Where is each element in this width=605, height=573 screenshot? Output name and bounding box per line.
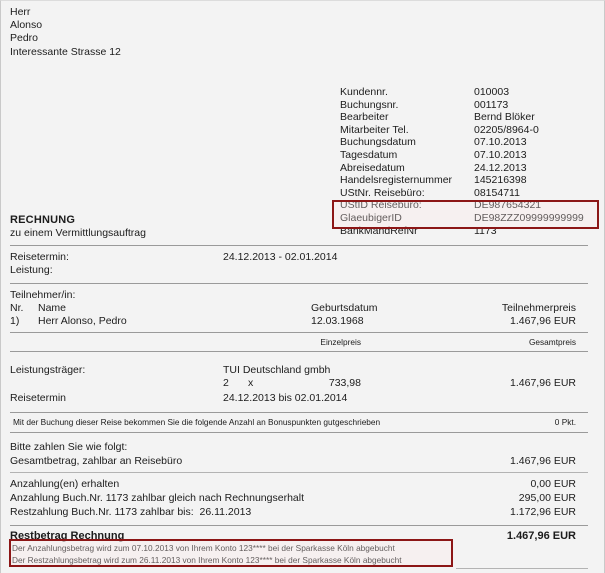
meta-value: 07.10.2013 bbox=[474, 148, 527, 161]
participant-row-no: 1) bbox=[10, 315, 20, 327]
service-provider-name: TUI Deutschland gmbh bbox=[223, 364, 331, 376]
service-provider-label: Leistungsträger: bbox=[10, 364, 86, 376]
divider-above-bonus bbox=[10, 412, 588, 413]
meta-label: UStNr. Reisebüro: bbox=[340, 186, 425, 199]
meta-row-glaeubigerid: GlaeubigerID DE98ZZZ09999999999 bbox=[340, 212, 584, 225]
address-line-4: Interessante Strasse 12 bbox=[10, 45, 121, 58]
divider-above-travel bbox=[10, 245, 588, 246]
payment-line-value-1: 295,00 EUR bbox=[518, 492, 576, 504]
meta-row-mitarbeiter-tel: Mitarbeiter Tel. 02205/8964-0 bbox=[340, 124, 584, 137]
meta-label: Tagesdatum bbox=[340, 148, 398, 161]
price-header-unit: Einzelpreis bbox=[320, 337, 361, 347]
meta-label: BankMandRefNr bbox=[340, 224, 418, 237]
service-provider-quantity: 2 bbox=[223, 377, 229, 389]
service-provider-times-sign: x bbox=[248, 377, 254, 389]
divider-below-bonus bbox=[10, 432, 588, 433]
page-subtitle: zu einem Vermittlungsauftrag bbox=[10, 227, 146, 239]
meta-value: 010003 bbox=[474, 86, 510, 98]
divider-bottom-right bbox=[456, 568, 588, 569]
meta-value: Bernd Blöker bbox=[474, 111, 535, 124]
price-header-total: Gesamtpreis bbox=[528, 337, 576, 347]
meta-label: Buchungsnr. bbox=[340, 98, 399, 111]
meta-value: 07.10.2013 bbox=[474, 136, 527, 149]
meta-row-kundennr: Kundennr. 010003 bbox=[340, 86, 584, 99]
meta-row-ustid: UStID Reisebüro: DE987654321 bbox=[340, 199, 584, 212]
meta-label: Abreisedatum bbox=[340, 161, 405, 174]
meta-label: Kundennr. bbox=[340, 86, 388, 98]
address-line-3: Pedro bbox=[10, 32, 39, 45]
meta-value: 145216398 bbox=[474, 174, 527, 187]
participant-row-price: 1.467,96 EUR bbox=[510, 315, 576, 327]
service-provider-date-label: Reisetermin bbox=[10, 392, 67, 404]
address-line-1: Herr bbox=[10, 6, 31, 18]
participants-section-label: Teilnehmer/in: bbox=[10, 289, 76, 301]
divider-above-participants bbox=[10, 283, 588, 284]
bonus-points-value: 0 Pkt. bbox=[554, 417, 576, 427]
address-line-2: Alonso bbox=[10, 19, 43, 32]
divider-above-payment-lines bbox=[10, 472, 588, 473]
meta-label: Buchungsdatum bbox=[340, 136, 416, 149]
payment-line-value-0: 0,00 EUR bbox=[530, 478, 576, 490]
meta-row-tagesdatum: Tagesdatum 07.10.2013 bbox=[340, 149, 584, 162]
participant-row-birthdate: 12.03.1968 bbox=[311, 315, 364, 327]
remaining-amount-value: 1.467,96 EUR bbox=[506, 530, 576, 542]
remaining-amount-label: Restbetrag Rechnung bbox=[10, 530, 125, 542]
meta-row-abreisedatum: Abreisedatum 24.12.2013 bbox=[340, 162, 584, 175]
meta-row-ustnr: UStNr. Reisebüro: 08154711 bbox=[340, 187, 584, 200]
meta-row-buchungsnr: Buchungsnr. 001173 bbox=[340, 99, 584, 112]
participants-header-no: Nr. bbox=[10, 302, 24, 314]
meta-label: Bearbeiter bbox=[340, 111, 389, 124]
payment-line-label-0: Anzahlung(en) erhalten bbox=[10, 478, 120, 490]
payment-total-label: Gesamtbetrag, zahlbar an Reisebüro bbox=[10, 455, 183, 467]
meta-row-handelsregisternummer: Handelsregisternummer 145216398 bbox=[340, 174, 584, 187]
meta-label: Handelsregisternummer bbox=[340, 174, 453, 187]
travel-date-label: Reisetermin: bbox=[10, 251, 69, 263]
participants-header-name: Name bbox=[38, 302, 67, 314]
meta-value: 24.12.2013 bbox=[474, 161, 527, 174]
payment-line-label-1: Anzahlung Buch.Nr. 1173 zahlbar gleich n… bbox=[10, 492, 304, 504]
meta-value: 001173 bbox=[474, 98, 509, 111]
meta-label: UStID Reisebüro: bbox=[340, 199, 422, 212]
service-provider-date-value: 24.12.2013 bis 02.01.2014 bbox=[223, 392, 348, 404]
service-provider-unit-price: 733,98 bbox=[328, 377, 361, 389]
meta-value: DE987654321 bbox=[474, 199, 542, 212]
service-provider-total-price: 1.467,96 EUR bbox=[510, 377, 576, 389]
meta-row-bankmandrefnr: BankMandRefNr 1173 bbox=[340, 225, 584, 238]
invoice-title-block: RECHNUNG zu einem Vermittlungsauftrag bbox=[10, 213, 146, 240]
travel-service-label: Leistung: bbox=[10, 264, 53, 276]
meta-row-buchungsdatum: Buchungsdatum 07.10.2013 bbox=[340, 136, 584, 149]
recipient-address: Herr Alonso Pedro Interessante Strasse 1… bbox=[10, 6, 121, 59]
meta-label: Mitarbeiter Tel. bbox=[340, 123, 409, 136]
bonus-points-text: Mit der Buchung dieser Reise bekommen Si… bbox=[13, 417, 381, 427]
meta-row-bearbeiter: Bearbeiter Bernd Blöker bbox=[340, 111, 584, 124]
payment-total-value: 1.467,96 EUR bbox=[510, 455, 576, 467]
meta-value: 1173 bbox=[474, 224, 497, 237]
payment-intro: Bitte zahlen Sie wie folgt: bbox=[10, 441, 128, 453]
booking-meta-block: Kundennr. 010003 Buchungsnr. 001173 Bear… bbox=[340, 86, 584, 237]
payment-line-label-2: Restzahlung Buch.Nr. 1173 zahlbar bis: 2… bbox=[10, 506, 252, 518]
participants-header-birthdate: Geburtsdatum bbox=[311, 302, 378, 314]
meta-label: GlaeubigerID bbox=[340, 211, 402, 224]
direct-debit-notice-line-1: Der Anzahlungsbetrag wird zum 07.10.2013… bbox=[12, 543, 395, 553]
divider-below-price-headers bbox=[10, 351, 588, 352]
page-title: RECHNUNG bbox=[10, 214, 76, 226]
divider-above-remaining bbox=[10, 525, 588, 526]
participants-header-price: Teilnehmerpreis bbox=[501, 302, 576, 314]
meta-value: DE98ZZZ09999999999 bbox=[474, 211, 584, 224]
payment-line-value-2: 1.172,96 EUR bbox=[510, 506, 576, 518]
participant-row-name: Herr Alonso, Pedro bbox=[38, 315, 127, 327]
travel-date-value: 24.12.2013 - 02.01.2014 bbox=[223, 251, 338, 263]
direct-debit-notice-line-2: Der Restzahlungsbetrag wird zum 26.11.20… bbox=[12, 555, 402, 565]
divider-above-price-headers bbox=[10, 332, 588, 333]
meta-value: 08154711 bbox=[474, 186, 520, 199]
meta-value: 02205/8964-0 bbox=[474, 123, 539, 136]
